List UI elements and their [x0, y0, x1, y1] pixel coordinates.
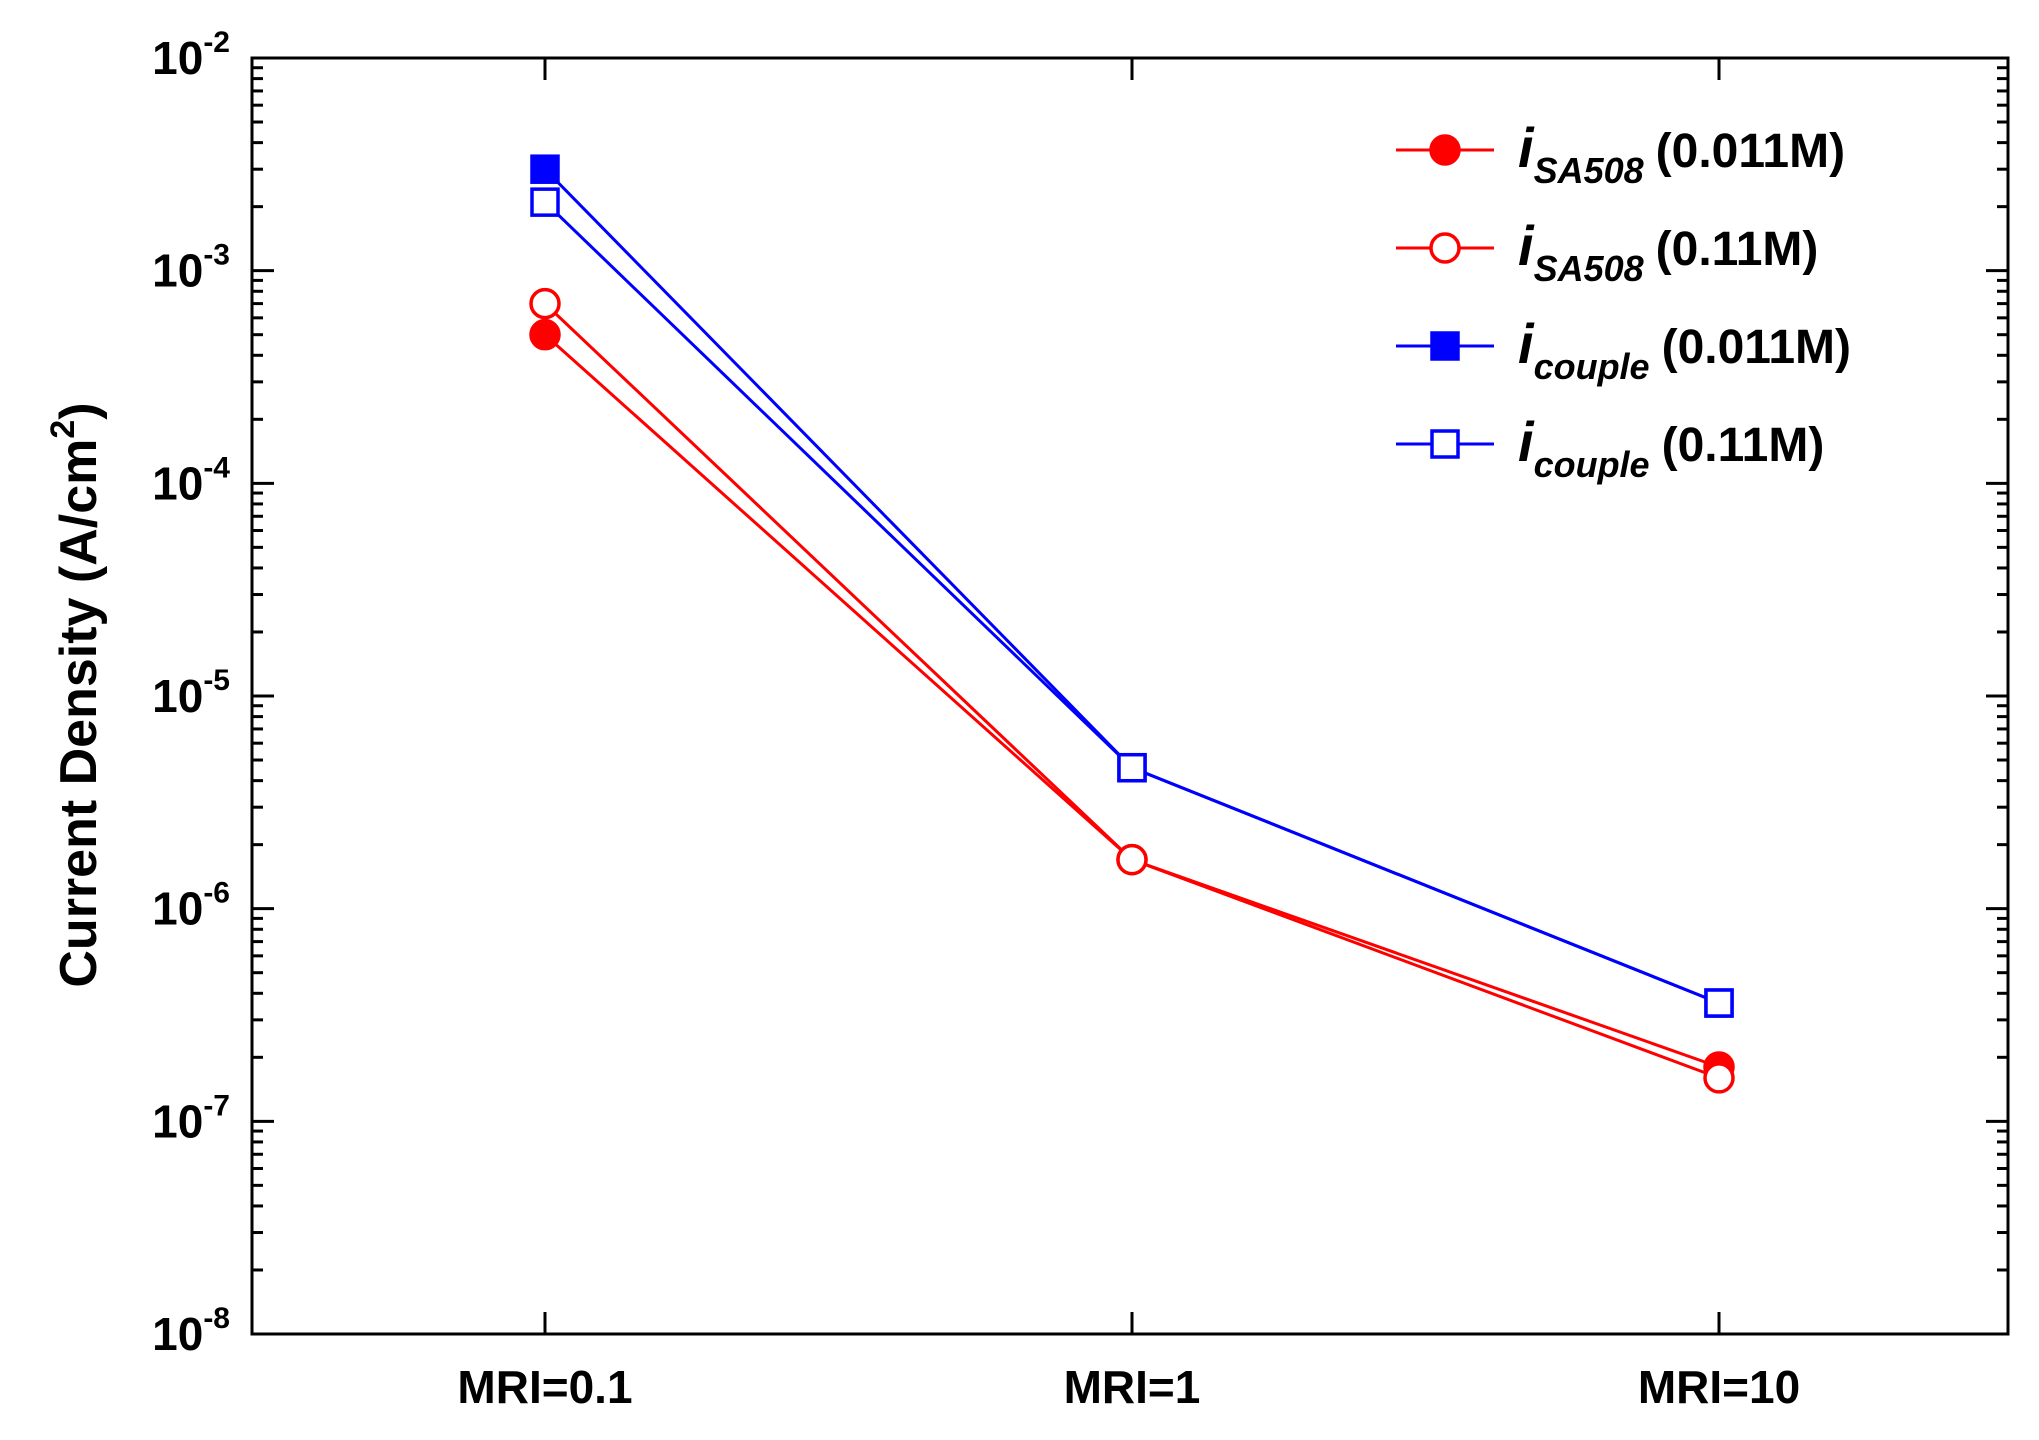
y-tick-exp: -2: [203, 26, 230, 59]
y-tick-exp: -7: [203, 1089, 230, 1122]
y-axis-title-close: ): [50, 402, 108, 419]
data-point: [1703, 1062, 1735, 1094]
major-ticks: [252, 56, 2008, 1336]
x-tick-label: MRI=10: [1638, 1361, 1800, 1413]
y-tick-labels: 10-210-310-410-510-610-710-8: [152, 26, 230, 1360]
data-point: [530, 154, 560, 184]
legend-marker: [1429, 134, 1461, 166]
y-tick-exp: -6: [203, 877, 230, 910]
series-line: [543, 168, 1720, 1005]
legend-label: icouple (0.11M): [1518, 410, 1824, 485]
y-tick-base: 10: [152, 457, 203, 509]
legend-item-3: icouple (0.011M): [1396, 312, 1851, 387]
legend-label-var: i: [1518, 214, 1535, 277]
y-tick-base: 10: [152, 670, 203, 722]
legend-marker: [1430, 331, 1460, 361]
y-tick-base: 10: [152, 1308, 203, 1360]
legend-item-1: iSA508 (0.011M): [1396, 116, 1845, 191]
series-line: [543, 302, 1720, 1080]
data-point: [529, 318, 561, 351]
y-tick-base: 10: [152, 32, 203, 84]
legend-label-sub: SA508: [1534, 150, 1644, 191]
legend-item-4: icouple (0.11M): [1396, 410, 1824, 485]
series-line: [543, 201, 1720, 1005]
y-tick-exp: -8: [203, 1302, 230, 1335]
y-axis-title-sup: 2: [44, 420, 82, 439]
series-1: [529, 318, 1735, 1083]
legend-item-2: iSA508 (0.11M): [1396, 214, 1818, 289]
y-axis-title: Current Density (A/cm2): [44, 402, 108, 987]
legend-label-sub: couple: [1534, 444, 1650, 485]
y-tick-label: 10-5: [152, 664, 230, 722]
legend-label-suffix: (0.11M): [1656, 223, 1819, 276]
legend-label: iSA508 (0.11M): [1518, 214, 1818, 289]
legend-label: icouple (0.011M): [1518, 312, 1851, 387]
legend-label-suffix: (0.11M): [1662, 419, 1825, 472]
legend-label-sub: SA508: [1534, 248, 1644, 289]
data-point: [530, 187, 560, 217]
y-axis-title-main: Current Density (A/cm: [50, 439, 108, 988]
x-ticks: [543, 58, 1721, 1334]
x-tick-label: MRI=0.1: [457, 1361, 632, 1413]
y-tick-base: 10: [152, 883, 203, 935]
legend-label-sub: couple: [1534, 346, 1650, 387]
y-tick-label: 10-7: [152, 1089, 230, 1147]
y-tick-label: 10-3: [152, 239, 230, 297]
y-tick-exp: -5: [203, 664, 230, 697]
legend-label: iSA508 (0.011M): [1518, 116, 1845, 191]
y-tick-exp: -4: [203, 451, 230, 484]
legend-marker: [1429, 232, 1461, 264]
data-point: [529, 287, 561, 320]
x-tick-label: MRI=1: [1064, 1361, 1201, 1413]
legend-label-var: i: [1518, 312, 1535, 375]
y-tick-label: 10-6: [152, 877, 230, 935]
legend-marker: [1430, 429, 1460, 459]
data-point: [1116, 843, 1148, 876]
legend-label-suffix: (0.011M): [1656, 125, 1845, 178]
legend: iSA508 (0.011M)iSA508 (0.11M)icouple (0.011…: [1396, 116, 1851, 485]
y-tick-base: 10: [152, 245, 203, 297]
data-point: [1704, 988, 1734, 1018]
legend-label-var: i: [1518, 410, 1535, 473]
data-point: [1117, 752, 1147, 783]
series-layer: [529, 154, 1735, 1094]
y-tick-base: 10: [152, 1095, 203, 1147]
y-tick-label: 10-2: [152, 26, 230, 84]
legend-label-suffix: (0.011M): [1662, 321, 1851, 374]
y-tick-label: 10-4: [152, 451, 230, 509]
minor-ticks: [252, 66, 2008, 1272]
y-tick-exp: -3: [203, 239, 230, 272]
x-tick-labels: MRI=0.1 MRI=1 MRI=10: [457, 1361, 1800, 1413]
legend-label-var: i: [1518, 116, 1535, 179]
series-4: [530, 187, 1734, 1018]
series-2: [529, 287, 1735, 1094]
y-tick-label: 10-8: [152, 1302, 230, 1360]
